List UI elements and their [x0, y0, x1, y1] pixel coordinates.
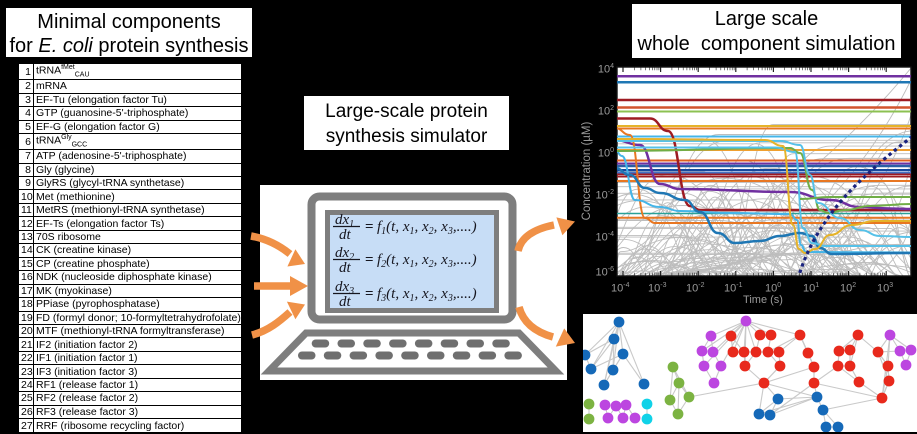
svg-text:f1(t, x1, x2, x3,....): f1(t, x1, x2, x3,....) — [377, 219, 477, 237]
svg-text:f3(t, x1, x2, x3,....): f3(t, x1, x2, x3,....) — [377, 286, 477, 304]
svg-text:=: = — [365, 252, 374, 268]
svg-text:dt: dt — [339, 260, 352, 276]
svg-text:=: = — [365, 286, 374, 302]
svg-text:f2(t, x1, x2, x3,....): f2(t, x1, x2, x3,....) — [377, 252, 477, 270]
svg-text:dt: dt — [339, 227, 352, 243]
svg-text:dt: dt — [339, 294, 352, 310]
svg-text:=: = — [365, 219, 374, 235]
